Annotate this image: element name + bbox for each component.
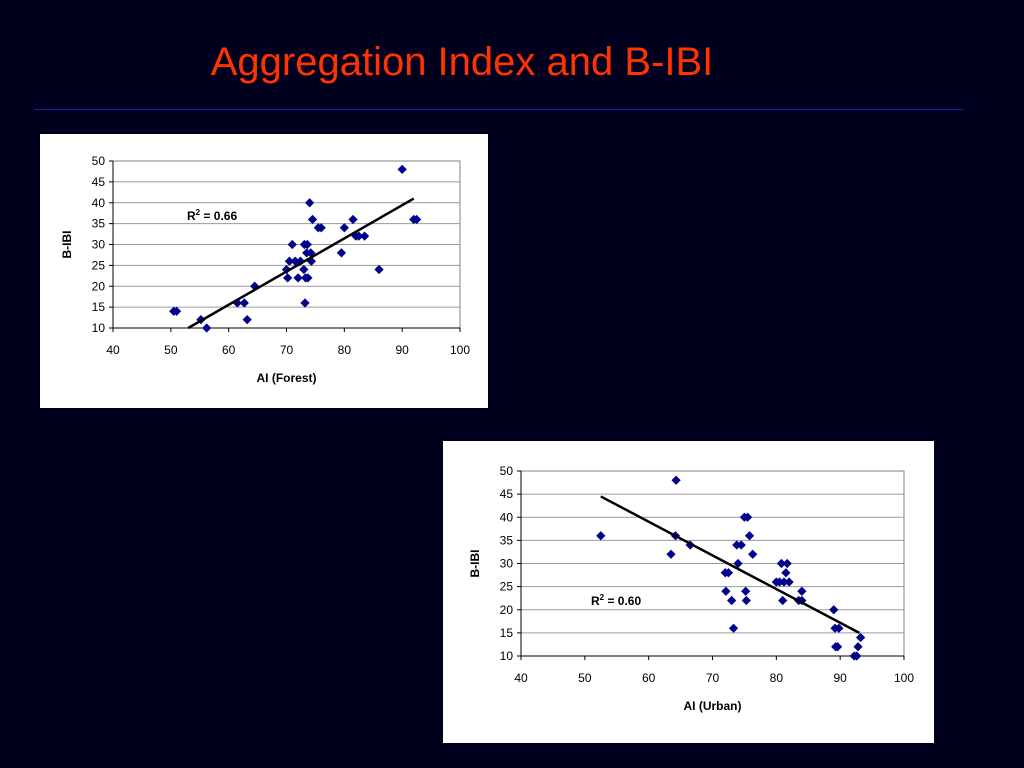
data-point [596,531,606,541]
r-squared-base: R [187,209,196,223]
y-tick-label: 20 [500,603,514,617]
data-point [855,632,866,643]
data-point [727,595,737,606]
y-tick-label: 35 [92,217,106,231]
data-point [299,264,309,275]
r-squared-sup: 2 [600,593,605,602]
urban-chart-panel: 10 15 20 25 30 35 40 45 50 40 50 60 70 80 90 100 AI (Urb… [443,441,934,743]
urban-scatter-chart: 10 15 20 25 30 35 40 45 50 40 50 60 70 80 90 100 AI (Urb… [468,464,914,713]
data-point [302,239,312,250]
y-tick-label: 10 [92,321,106,335]
x-tick-label: 40 [514,671,528,685]
data-point [374,264,384,275]
data-point [339,223,349,233]
x-axis-title: AI (Urban) [684,699,742,713]
data-point [397,164,407,174]
data-point [202,323,212,333]
data-point [832,642,843,652]
y-tick-label: 50 [500,464,514,478]
data-point [316,223,326,233]
x-tick-label: 70 [280,343,294,357]
data-point [283,273,293,283]
y-axis-title: B-IBI [60,231,74,259]
data-point [748,549,758,559]
data-point [728,623,739,633]
trendline [187,197,415,330]
x-tick-label: 80 [770,671,784,685]
data-point [741,586,751,596]
data-point [778,595,788,606]
data-point [307,214,318,225]
data-point [666,549,676,559]
data-point [305,198,315,208]
y-tick-label: 35 [500,533,514,547]
data-point [782,558,792,569]
forest-scatter-chart: 10 15 20 25 30 35 40 45 50 40 50 60 70 80 90 100 AI (For… [60,154,470,385]
data-point [336,248,347,258]
forest-chart-panel: 10 15 20 25 30 35 40 45 50 40 50 60 70 80 90 100 AI (For… [40,134,488,408]
y-tick-label: 15 [92,300,106,314]
data-point [723,568,734,578]
data-point [671,475,681,485]
data-point [300,298,310,308]
x-tick-label: 50 [578,671,592,685]
data-point [742,512,753,522]
data-point [834,623,844,633]
data-point [303,273,313,283]
x-tick-label: 90 [833,671,847,685]
data-point [721,586,731,596]
x-tick-label: 60 [642,671,656,685]
data-point [171,306,182,316]
data-point [359,231,370,241]
x-tick-label: 60 [222,343,236,357]
title-divider [34,109,964,110]
data-point [829,605,839,615]
y-tick-label: 20 [92,279,106,293]
data-point [348,214,358,225]
data-point [736,540,746,550]
x-tick-label: 100 [450,343,470,357]
y-tick-label: 45 [92,175,106,189]
data-point [797,595,807,606]
data-point [797,586,807,596]
trendline [600,495,860,634]
data-point [239,298,249,308]
data-point [412,214,422,225]
y-tick-label: 30 [92,238,106,252]
y-tick-label: 15 [500,626,514,640]
x-tick-label: 40 [106,343,120,357]
y-tick-label: 50 [92,154,106,168]
x-tick-label: 70 [706,671,720,685]
y-axis-title: B-IBI [468,550,482,578]
r-squared-label: R2 = 0.60 [591,593,641,608]
data-point [744,531,755,541]
r-squared-base: R [591,594,600,608]
y-tick-label: 40 [500,510,514,524]
r-squared-sup: 2 [196,208,201,217]
y-tick-label: 10 [500,649,514,663]
y-tick-label: 25 [92,258,106,272]
y-tick-label: 25 [500,580,514,594]
y-tick-label: 40 [92,196,106,210]
data-point [287,239,297,250]
data-point [784,577,794,587]
x-axis-title: AI (Forest) [257,371,317,385]
y-tick-label: 30 [500,557,514,571]
data-point [293,273,303,283]
y-tick-label: 45 [500,487,514,501]
x-tick-label: 100 [894,671,914,685]
x-tick-label: 80 [338,343,352,357]
data-point [741,595,751,606]
slide-title: Aggregation Index and B-IBI [210,40,714,84]
x-tick-label: 50 [164,343,178,357]
r-squared-label: R2 = 0.66 [187,208,237,223]
data-point [242,315,252,325]
x-tick-label: 90 [395,343,409,357]
data-point [853,642,863,652]
data-point [781,568,791,578]
data-point [852,651,862,661]
r-squared-value: = 0.66 [200,209,237,223]
r-squared-value: = 0.60 [604,594,641,608]
